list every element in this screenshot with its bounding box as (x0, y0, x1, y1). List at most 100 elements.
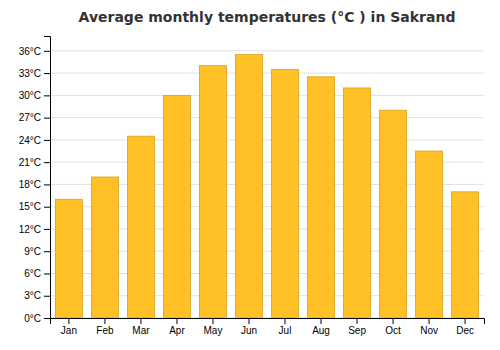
tick-mark (44, 140, 50, 141)
tick-mark (285, 318, 286, 324)
tick-mark (44, 296, 50, 297)
tick: Feb (96, 318, 114, 336)
tick: 6°C (24, 268, 50, 279)
tick: 33°C (19, 68, 50, 79)
tick: Jun (241, 318, 257, 336)
tick-mark (465, 318, 466, 324)
tick-label: 0°C (24, 313, 41, 324)
bar (380, 110, 407, 318)
tick-label: May (204, 325, 223, 336)
tick-label: 36°C (19, 46, 41, 57)
chart: 0°C 3°C 6°C 9°C 12°C 15°C 18°C 21°C 24°C 27°C 30°C… (0, 0, 500, 350)
tick-mark (44, 118, 50, 119)
tick-mark (321, 318, 322, 324)
axis-line (44, 37, 51, 319)
tick-label: 18°C (19, 179, 41, 190)
bar (163, 95, 190, 318)
tick-mark (393, 318, 394, 324)
tick-label: 15°C (19, 201, 41, 212)
y-axis: 0°C 3°C 6°C 9°C 12°C 15°C 18°C 21°C 24°C 27°C 30°C… (19, 37, 51, 324)
bar (91, 177, 118, 318)
tick-label: Feb (96, 325, 114, 336)
tick-mark (140, 318, 141, 324)
tick: Jul (279, 318, 292, 336)
plot: 0°C 3°C 6°C 9°C 12°C 15°C 18°C 21°C 24°C 27°C 30°C… (19, 37, 485, 337)
x-axis: Jan Feb Mar Apr May Jun Jul Aug Sep Oct Nov Dec (51, 318, 485, 336)
tick-label: 12°C (19, 224, 41, 235)
tick-label: Jun (241, 325, 257, 336)
bar (344, 88, 371, 318)
grid-line (50, 73, 484, 74)
tick-label: 21°C (19, 157, 41, 168)
tick-label: 6°C (24, 268, 41, 279)
tick: 3°C (24, 290, 50, 301)
axis-line (51, 319, 485, 325)
tick-label: 33°C (19, 68, 41, 79)
tick-mark (44, 95, 50, 96)
bar (308, 77, 335, 318)
tick-mark (429, 318, 430, 324)
tick-label: 27°C (19, 112, 41, 123)
tick-mark (176, 318, 177, 324)
tick: Mar (132, 318, 150, 336)
grid-line (50, 95, 484, 96)
tick-label: 30°C (19, 90, 41, 101)
tick-label: Nov (420, 325, 438, 336)
bars (55, 55, 478, 318)
tick-label: Apr (169, 325, 185, 336)
tick-label: Jan (61, 325, 77, 336)
tick: 36°C (19, 46, 50, 57)
tick-mark (44, 273, 50, 274)
tick: May (204, 318, 223, 336)
tick: Dec (456, 318, 474, 336)
tick: Aug (312, 318, 330, 336)
tick-mark (44, 207, 50, 208)
grid-line (50, 50, 484, 51)
tick: 12°C (19, 224, 50, 235)
bar (452, 192, 479, 318)
tick-label: Dec (456, 325, 474, 336)
tick: Nov (420, 318, 438, 336)
bar (55, 199, 82, 318)
tick: 21°C (19, 157, 50, 168)
tick-mark (44, 318, 50, 319)
tick-label: 24°C (19, 135, 41, 146)
tick: 30°C (19, 90, 50, 101)
tick-label: Mar (132, 325, 150, 336)
tick: Apr (169, 318, 185, 336)
tick-label: Jul (279, 325, 292, 336)
tick: 24°C (19, 135, 50, 146)
grid-line (50, 139, 484, 140)
bar (127, 136, 154, 318)
tick-mark (44, 184, 50, 185)
title: Average monthly temperatures (°C ) in Sa… (79, 9, 456, 25)
tick-label: Oct (385, 325, 401, 336)
tick-mark (357, 318, 358, 324)
tick: Oct (385, 318, 401, 336)
tick-mark (44, 229, 50, 230)
tick-mark (44, 162, 50, 163)
tick-mark (44, 51, 50, 52)
tick-mark (44, 251, 50, 252)
tick-mark (212, 318, 213, 324)
bar (416, 151, 443, 318)
tick-label: 3°C (24, 290, 41, 301)
tick: 0°C (24, 313, 50, 324)
tick: 9°C (24, 246, 50, 257)
tick-mark (68, 318, 69, 324)
tick-label: Sep (348, 325, 366, 336)
tick-mark (248, 318, 249, 324)
tick: 18°C (19, 179, 50, 190)
tick: 27°C (19, 112, 50, 123)
bar (235, 55, 262, 318)
tick: 15°C (19, 201, 50, 212)
bar (272, 69, 299, 318)
tick-label: Aug (312, 325, 330, 336)
tick-label: 9°C (24, 246, 41, 257)
tick-mark (44, 73, 50, 74)
grid-line (50, 117, 484, 118)
tick: Jan (61, 318, 77, 336)
grid (50, 51, 484, 318)
tick: Sep (348, 318, 366, 336)
tick-mark (104, 318, 105, 324)
